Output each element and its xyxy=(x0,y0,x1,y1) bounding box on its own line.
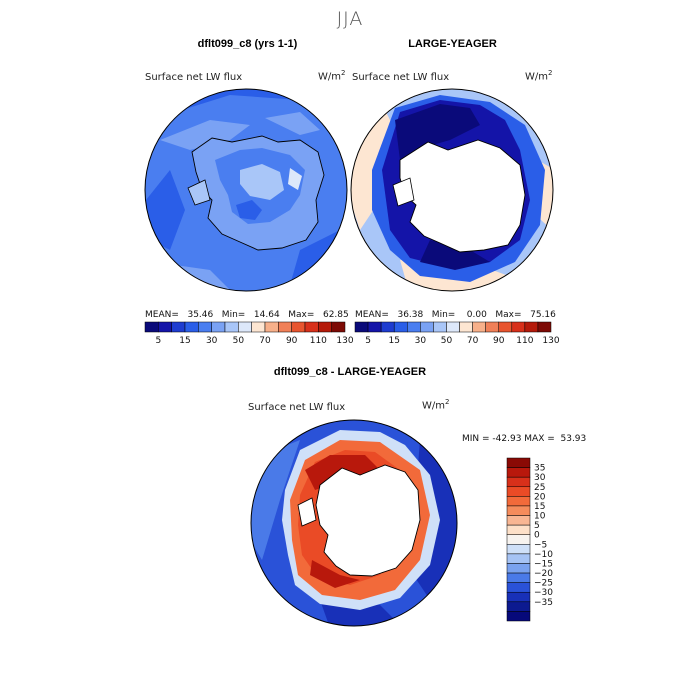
diff-colorbar-bin xyxy=(506,611,531,622)
right-colorbar-tick-label: 50 xyxy=(441,336,453,346)
right-colorbar-tick-label: 5 xyxy=(365,336,371,346)
left-colorbar-bin xyxy=(238,321,252,333)
left-colorbar-bin xyxy=(224,321,239,333)
right-variable-label: Surface net LW flux xyxy=(352,72,450,83)
diff-colorbar-bin xyxy=(506,457,531,468)
right-colorbar-bin xyxy=(524,321,539,333)
left-colorbar-tick-label: 110 xyxy=(310,336,327,346)
right-units-label: W/m2 xyxy=(525,69,553,83)
left-colorbar-bin xyxy=(144,321,159,333)
right-colorbar-tick-label: 90 xyxy=(493,336,505,346)
diff-colorbar-bin xyxy=(506,582,531,593)
left-colorbar-bin xyxy=(171,321,186,333)
right-colorbar-bin xyxy=(472,321,486,333)
diff-colorbar-tick-label: 5 xyxy=(534,521,540,531)
left-colorbar-bin xyxy=(318,321,332,333)
right-colorbar-tick-label: 70 xyxy=(467,336,479,346)
diff-colorbar-tick-label: −5 xyxy=(534,540,547,550)
right-colorbar: 5 15 30 50 70 90 110 130 xyxy=(354,321,560,346)
diff-colorbar-tick-label: 30 xyxy=(534,473,546,483)
diff-colorbar-bin xyxy=(506,486,531,497)
diff-colorbar-tick-label: −25 xyxy=(534,579,553,589)
left-colorbar-tick-label: 70 xyxy=(259,336,271,346)
left-panel-title: dflt099_c8 (yrs 1-1) xyxy=(197,38,298,50)
left-colorbar-bin xyxy=(304,321,319,333)
diff-colorbar-tick-label: 20 xyxy=(534,492,546,502)
right-panel-title: LARGE-YEAGER xyxy=(408,38,497,50)
right-colorbar-tick-label: 15 xyxy=(388,336,399,346)
diff-colorbar-bin xyxy=(506,534,531,545)
diff-minmax: MIN = -42.93 MAX = 53.93 xyxy=(462,434,587,444)
right-colorbar-bin xyxy=(511,321,526,333)
diff-panel-title: dflt099_c8 - LARGE-YEAGER xyxy=(273,366,427,378)
right-colorbar-bin xyxy=(433,321,447,333)
right-colorbar-tick-label: 30 xyxy=(415,336,427,346)
diff-colorbar-tick-label: −35 xyxy=(534,598,553,608)
diff-colorbar-tick-label: 10 xyxy=(534,512,546,522)
diff-colorbar-bin xyxy=(506,505,531,516)
diff-colorbar-bin xyxy=(506,476,531,488)
left-colorbar-bin xyxy=(264,321,279,333)
left-colorbar-tick-label: 15 xyxy=(179,336,190,346)
diff-colorbar-bin xyxy=(506,591,531,603)
diff-colorbar-bin xyxy=(506,601,531,612)
left-colorbar-tick-label: 90 xyxy=(286,336,298,346)
right-stats: MEAN= 36.38 Min= 0.00 Max= 75.16 xyxy=(355,310,556,320)
left-colorbar: 5 15 30 50 70 90 110 130 xyxy=(144,321,354,346)
left-polar-map xyxy=(144,88,348,292)
right-colorbar-bin xyxy=(407,321,421,333)
right-colorbar-bin xyxy=(485,321,499,333)
right-colorbar-bin xyxy=(446,321,460,333)
left-colorbar-bin xyxy=(184,321,199,333)
right-colorbar-tick-label: 110 xyxy=(516,336,533,346)
diff-colorbar-tick-label: −20 xyxy=(534,569,553,579)
left-colorbar-tick-label: 30 xyxy=(206,336,218,346)
left-colorbar-bin xyxy=(198,321,212,333)
right-polar-map xyxy=(350,88,554,292)
diff-colorbar-tick-label: −15 xyxy=(534,559,553,569)
right-colorbar-bin xyxy=(459,321,473,333)
diff-colorbar-tick-label: 15 xyxy=(534,502,545,512)
right-colorbar-bin xyxy=(393,321,408,333)
right-colorbar-bin xyxy=(498,321,513,333)
diff-colorbar-bin xyxy=(506,496,531,507)
left-colorbar-bin xyxy=(291,321,306,333)
diff-colorbar-bin xyxy=(506,563,531,574)
left-colorbar-bin xyxy=(251,321,266,333)
season-title: JJA xyxy=(336,8,364,30)
right-colorbar-bin xyxy=(420,321,434,333)
right-colorbar-bin xyxy=(380,321,395,333)
right-colorbar-bin xyxy=(354,321,369,333)
diff-colorbar-bin xyxy=(506,467,531,478)
diff-colorbar-tick-label: −10 xyxy=(534,550,553,560)
left-colorbar-bin xyxy=(211,321,226,333)
diff-colorbar-bin xyxy=(506,515,531,526)
diff-colorbar-bin xyxy=(506,524,531,535)
left-colorbar-bin xyxy=(331,321,346,333)
left-colorbar-tick-label: 50 xyxy=(233,336,245,346)
top-maps-svg: MEAN= 35.46 Min= 14.64 Max= 62.85 MEAN= … xyxy=(144,88,560,346)
diff-colorbar-bin xyxy=(506,544,531,555)
right-colorbar-tick-label: 130 xyxy=(542,336,559,346)
diff-polar-map xyxy=(250,419,458,627)
left-colorbar-tick-label: 130 xyxy=(336,336,353,346)
left-colorbar-tick-label: 5 xyxy=(155,336,161,346)
diff-colorbar-bin xyxy=(506,572,531,583)
left-units-label: W/m2 xyxy=(318,69,346,83)
left-variable-label: Surface net LW flux xyxy=(145,72,243,83)
diff-colorbar-tick-label: −30 xyxy=(534,588,553,598)
right-colorbar-bin xyxy=(367,321,382,333)
diff-colorbar-tick-label: 25 xyxy=(534,483,545,493)
diff-colorbar-bin xyxy=(506,553,531,564)
left-colorbar-bin xyxy=(158,321,172,333)
diff-colorbar-tick-label: 35 xyxy=(534,464,545,474)
right-colorbar-bin xyxy=(537,321,552,333)
diff-units-label: W/m2 xyxy=(422,398,450,412)
left-colorbar-bin xyxy=(278,321,292,333)
diff-colorbar-tick-label: 0 xyxy=(534,531,540,541)
diff-variable-label: Surface net LW flux xyxy=(248,402,346,413)
left-stats: MEAN= 35.46 Min= 14.64 Max= 62.85 xyxy=(145,310,349,320)
